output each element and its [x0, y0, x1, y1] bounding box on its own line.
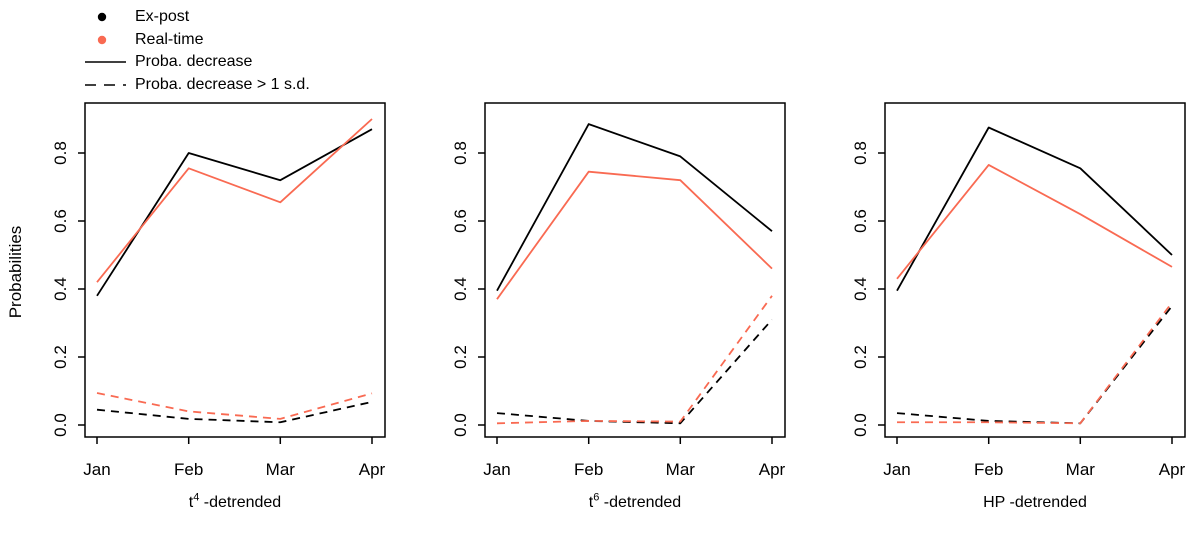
svg-text:Mar: Mar: [666, 460, 696, 479]
panel-t4-detrended: 0.0 0.2 0.4 0.6 0.8 Jan Feb Mar Apr t4 -detrende…: [40, 95, 390, 534]
svg-text:0.2: 0.2: [851, 345, 870, 369]
legend-item: Proba. decrease > 1 s.d.: [84, 74, 310, 97]
svg-text:Feb: Feb: [974, 460, 1003, 479]
svg-text:Mar: Mar: [1066, 460, 1096, 479]
svg-text:0.8: 0.8: [451, 141, 470, 165]
legend-point-marker-icon: [97, 13, 107, 22]
svg-text:0.0: 0.0: [51, 413, 70, 437]
svg-text:Apr: Apr: [1159, 460, 1186, 479]
plot-canvas-t6: 0.0 0.2 0.4 0.6 0.8 Jan Feb Mar Apr: [451, 102, 786, 479]
legend-item: Ex-post: [84, 6, 310, 29]
legend-label: Real-time: [135, 30, 204, 48]
legend-point-marker-icon: [97, 35, 107, 44]
svg-text:0.4: 0.4: [451, 277, 470, 301]
legend-label: Proba. decrease > 1 s.d.: [135, 75, 310, 93]
svg-text:Apr: Apr: [359, 460, 386, 479]
svg-text:Jan: Jan: [483, 460, 510, 479]
legend-label: Ex-post: [135, 8, 190, 26]
svg-text:0.6: 0.6: [51, 209, 70, 233]
svg-text:0.8: 0.8: [51, 141, 70, 165]
plot-canvas-t4: 0.0 0.2 0.4 0.6 0.8 Jan Feb Mar Apr: [51, 102, 386, 479]
panel-hp-detrended: 0.0 0.2 0.4 0.6 0.8 Jan Feb Mar Apr HP -detrende…: [840, 95, 1190, 534]
svg-text:0.4: 0.4: [851, 277, 870, 301]
svg-text:Mar: Mar: [266, 460, 296, 479]
legend-item: Proba. decrease: [84, 51, 310, 74]
x-axis-title-hp: HP -detrended: [983, 494, 1087, 511]
svg-text:0.6: 0.6: [451, 209, 470, 233]
svg-text:Feb: Feb: [574, 460, 603, 479]
legend-line-marker-icon: [85, 61, 126, 64]
svg-text:Jan: Jan: [83, 460, 110, 479]
legend-item: Real-time: [84, 29, 310, 52]
x-axis-title-t4: t4 -detrended: [188, 491, 282, 511]
svg-text:0.6: 0.6: [851, 209, 870, 233]
plot-canvas-hp: 0.0 0.2 0.4 0.6 0.8 Jan Feb Mar Apr: [851, 102, 1186, 479]
legend-line-marker-icon: [85, 83, 126, 86]
x-axis-title-t6: t6 -detrended: [588, 491, 682, 511]
svg-text:Apr: Apr: [759, 460, 786, 479]
svg-text:0.0: 0.0: [851, 413, 870, 437]
legend-label: Proba. decrease: [135, 53, 253, 71]
svg-text:0.0: 0.0: [451, 413, 470, 437]
svg-text:0.8: 0.8: [851, 141, 870, 165]
svg-text:Jan: Jan: [883, 460, 910, 479]
panel-t6-detrended: 0.0 0.2 0.4 0.6 0.8 Jan Feb Mar Apr t6 -detrende…: [440, 95, 790, 534]
svg-text:Feb: Feb: [174, 460, 203, 479]
legend: Ex-post Real-time Proba. decrease Proba. de…: [84, 6, 310, 96]
svg-text:0.2: 0.2: [451, 345, 470, 369]
svg-text:0.2: 0.2: [51, 345, 70, 369]
svg-text:0.4: 0.4: [51, 277, 70, 301]
